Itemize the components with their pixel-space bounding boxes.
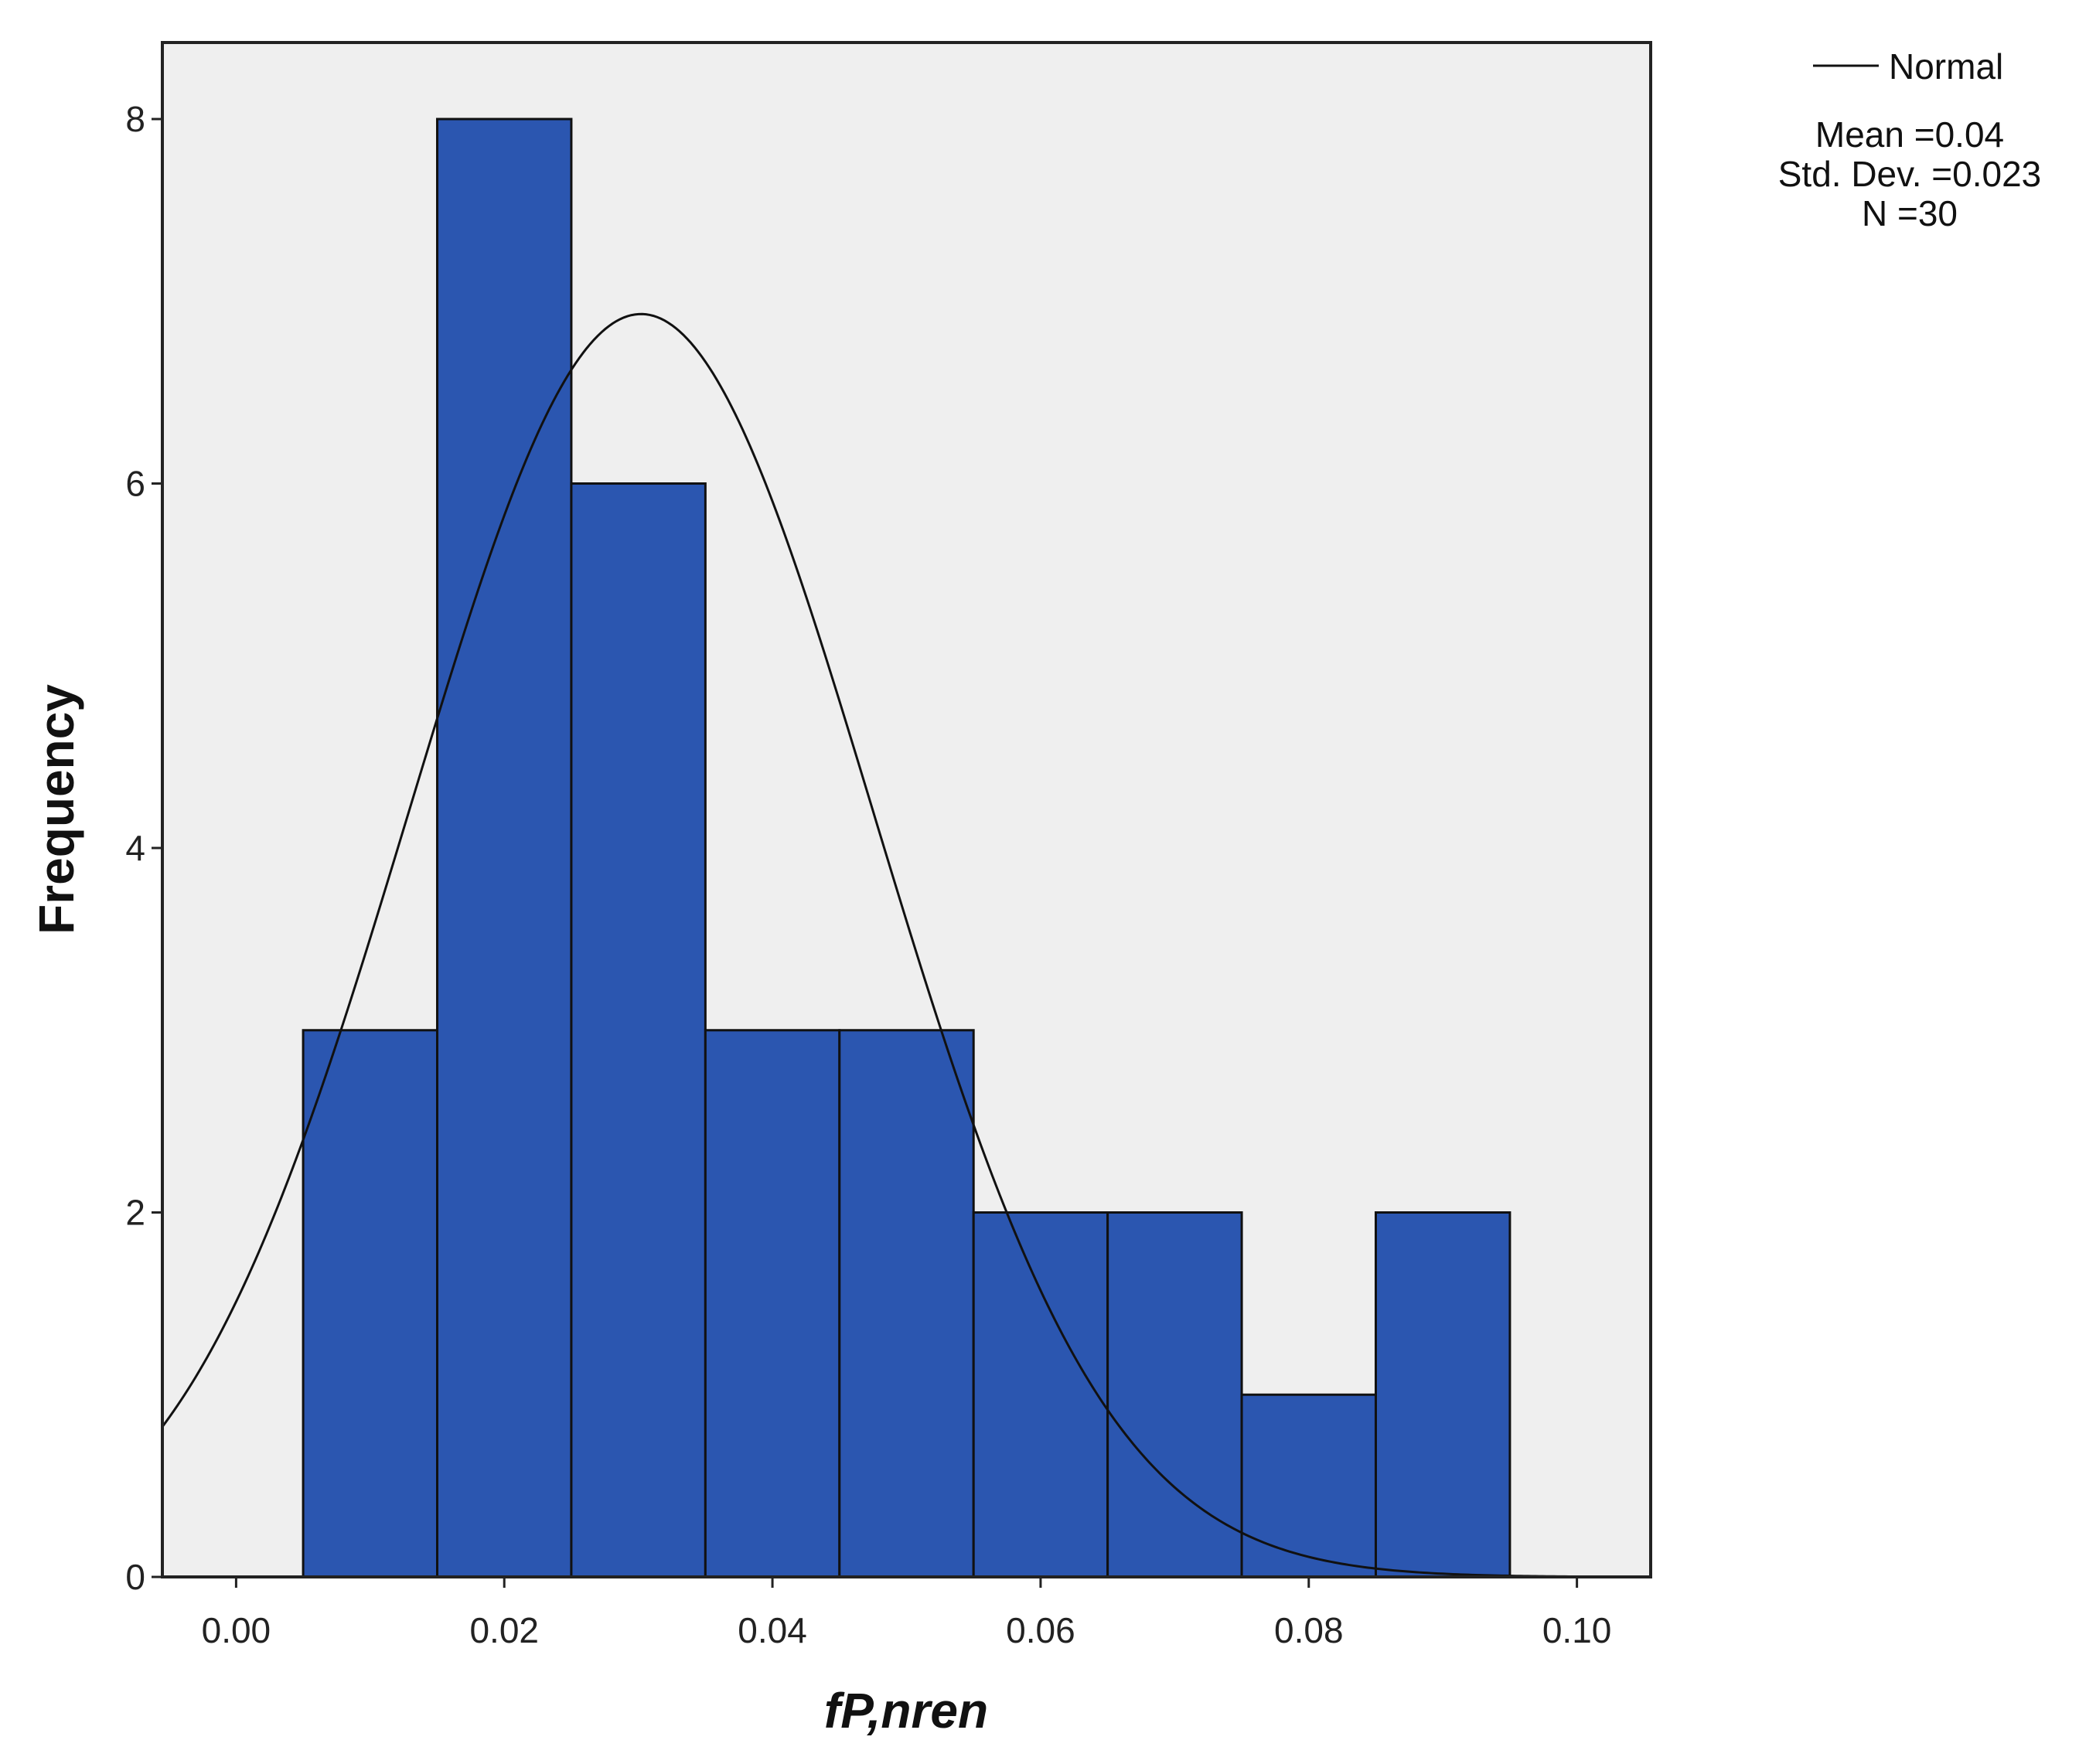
x-axis-title: fP,nren bbox=[824, 1683, 988, 1738]
histogram-bar bbox=[302, 1029, 439, 1578]
y-tick-label: 8 bbox=[125, 99, 145, 139]
y-tick-label: 2 bbox=[125, 1193, 145, 1233]
x-tick-label: 0.02 bbox=[469, 1610, 539, 1650]
y-tick-label: 4 bbox=[125, 828, 145, 868]
x-tick-label: 0.08 bbox=[1274, 1610, 1344, 1650]
histogram-bar bbox=[838, 1029, 975, 1578]
bars-group bbox=[302, 117, 1512, 1578]
y-axis: 0 2 4 6 8 bbox=[125, 99, 162, 1597]
legend-stat-n: N =30 bbox=[1862, 193, 1958, 233]
histogram-bar bbox=[1240, 1393, 1377, 1578]
histogram-bar bbox=[570, 482, 707, 1578]
legend-stat-mean: Mean =0.04 bbox=[1815, 114, 2004, 155]
legend-entry-label: Normal bbox=[1889, 46, 2003, 87]
legend-stat-sd: Std. Dev. =0.023 bbox=[1778, 154, 2042, 194]
histogram-bar bbox=[436, 117, 573, 1578]
histogram-bar bbox=[1374, 1211, 1512, 1578]
normal-curve bbox=[161, 312, 1651, 1578]
y-axis-title: Frequency bbox=[29, 684, 84, 935]
x-tick-label: 0.00 bbox=[202, 1610, 271, 1650]
x-axis: 0.00 0.02 0.04 0.06 0.08 0.10 bbox=[202, 1577, 1612, 1650]
x-tick-label: 0.04 bbox=[738, 1610, 807, 1650]
plot-frame bbox=[161, 41, 1652, 1578]
y-tick-label: 6 bbox=[125, 464, 145, 504]
histogram-bar bbox=[704, 1029, 841, 1578]
histogram-bar bbox=[1106, 1211, 1243, 1578]
y-tick-label: 0 bbox=[125, 1557, 145, 1597]
legend: Normal Mean =0.04 Std. Dev. =0.023 N =30 bbox=[1778, 46, 2042, 233]
histogram-bar bbox=[972, 1211, 1109, 1578]
x-tick-label: 0.10 bbox=[1542, 1610, 1612, 1650]
x-tick-label: 0.06 bbox=[1006, 1610, 1075, 1650]
